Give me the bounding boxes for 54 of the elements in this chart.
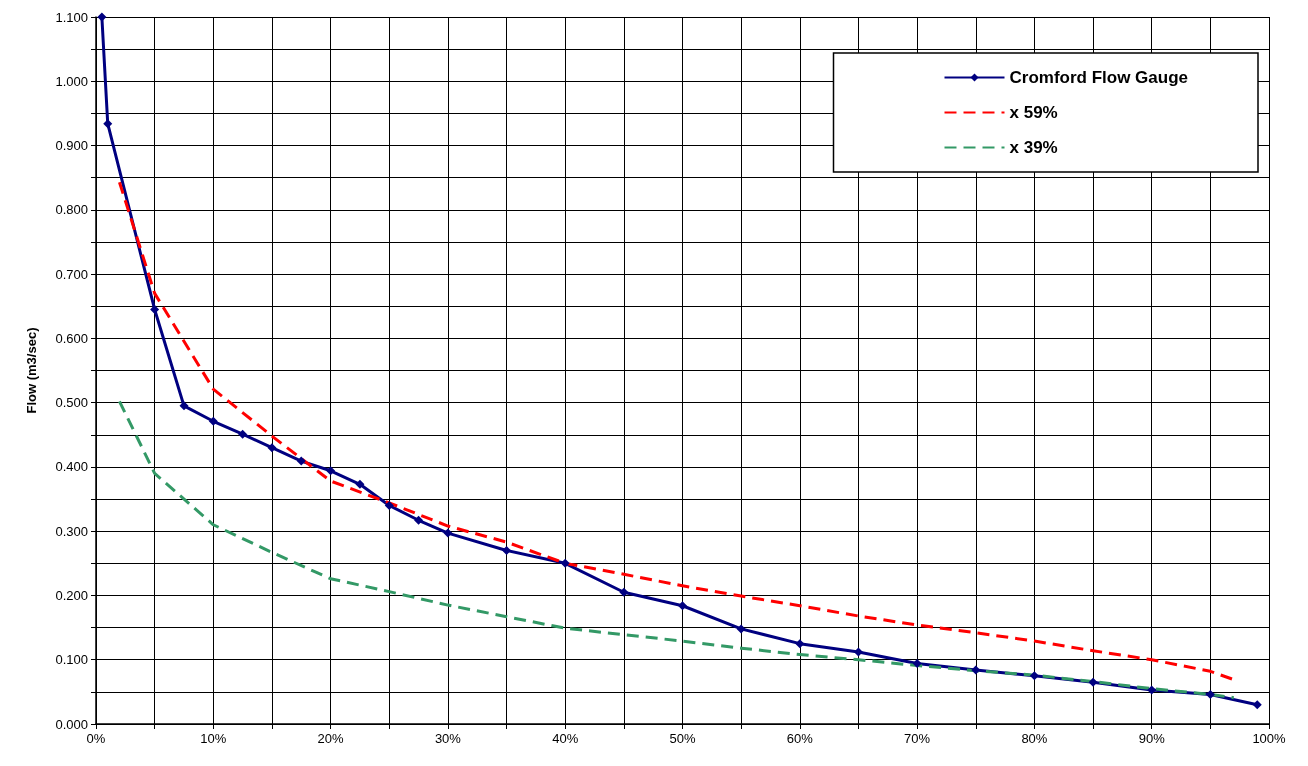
point — [414, 515, 424, 525]
point — [971, 665, 981, 675]
point — [267, 443, 277, 453]
point — [678, 601, 687, 611]
point — [736, 624, 746, 634]
x-tick-label: 90% — [1138, 731, 1166, 746]
point — [1029, 671, 1039, 681]
y-tick-label: 0.600 — [55, 330, 88, 346]
legend-label: x 39% — [1009, 138, 1058, 157]
y-tick-label: 0.300 — [55, 523, 88, 539]
line-series — [117, 399, 1236, 700]
y-tick-label: 0.400 — [55, 459, 88, 475]
y-tick-label: 1.000 — [55, 73, 88, 89]
point — [238, 429, 248, 439]
point — [179, 401, 189, 411]
point — [97, 12, 107, 22]
point — [150, 304, 160, 314]
x-tick-label: 20% — [317, 731, 345, 746]
point — [208, 416, 218, 426]
point — [912, 659, 922, 669]
point — [502, 545, 512, 555]
x-tick-label: 10% — [200, 731, 227, 746]
x-tick-label: 50% — [669, 731, 696, 746]
y-tick-label: 1.100 — [55, 9, 88, 25]
y-axis-title: Flow (m3/sec) — [24, 327, 39, 414]
point — [443, 528, 453, 538]
x-tick-label: 100% — [1252, 731, 1287, 746]
point — [795, 639, 805, 649]
legend-label: Cromford Flow Gauge — [1009, 68, 1188, 87]
y-tick-label: 0.500 — [55, 395, 88, 411]
point — [560, 558, 570, 568]
point — [1147, 685, 1157, 695]
point — [296, 456, 306, 466]
point — [1205, 689, 1215, 699]
x-tick-label: 0% — [86, 731, 106, 746]
y-tick-label: 0.700 — [55, 266, 88, 282]
x-tick-label: 80% — [1021, 731, 1048, 746]
y-tick-label: 0.200 — [55, 587, 88, 603]
point — [103, 119, 113, 129]
y-tick-label: 0.000 — [55, 716, 88, 732]
y-tick-label: 0.900 — [55, 138, 88, 154]
x-tick-label: 40% — [552, 731, 579, 746]
x-tick-label: 60% — [786, 731, 814, 746]
legend-label: x 59% — [1009, 103, 1058, 122]
point — [326, 466, 336, 476]
point — [355, 479, 365, 489]
x-tick-label: 30% — [434, 731, 462, 746]
point — [384, 500, 394, 510]
point — [1088, 677, 1098, 687]
point — [1252, 700, 1262, 710]
x-tick-label: 70% — [904, 731, 931, 746]
point — [619, 587, 629, 597]
y-tick-label: 0.800 — [55, 202, 88, 218]
y-tick-label: 0.100 — [55, 652, 88, 668]
